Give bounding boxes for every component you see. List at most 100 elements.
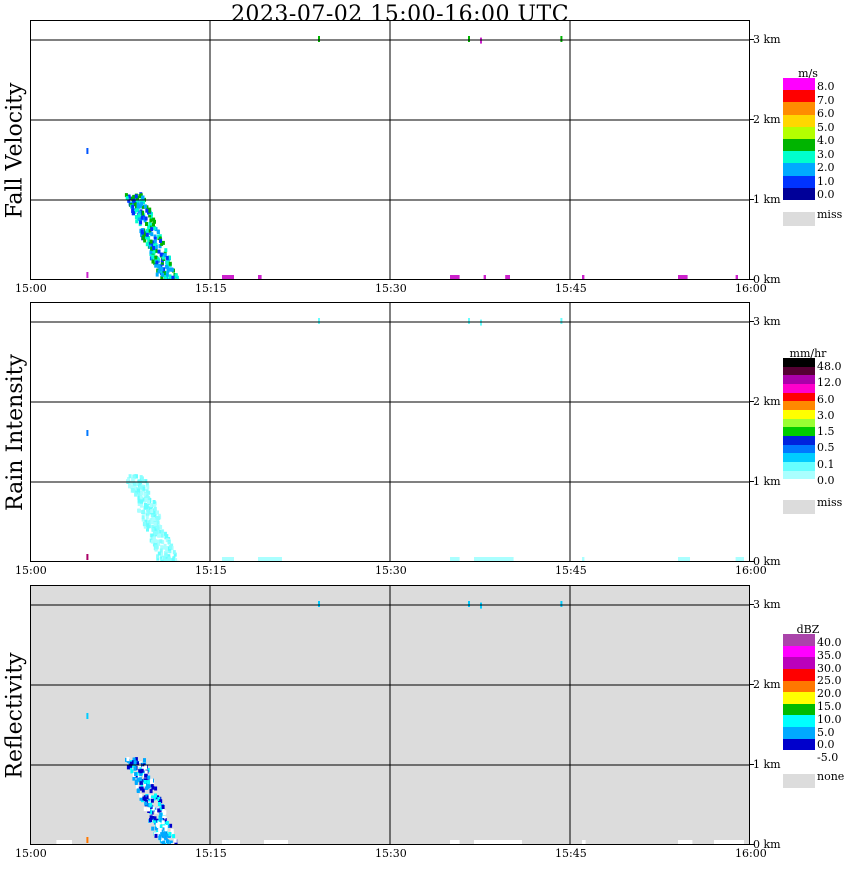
colorbar-label: 6.0: [817, 107, 835, 120]
echo-pixel: [153, 500, 156, 504]
echo-pixel: [147, 780, 150, 784]
colorbar-label: 12.0: [817, 376, 842, 389]
echo-pixel: [129, 474, 132, 478]
colorbar-missing-swatch: [783, 212, 815, 226]
colorbar-swatch: [783, 139, 815, 152]
echo-pixel: [140, 504, 143, 508]
colorbar-label: 7.0: [817, 94, 835, 107]
echo-pixel: [164, 248, 167, 252]
echo-pixel: [169, 274, 172, 278]
echo-pixel: [146, 523, 149, 527]
echo-pixel: [137, 489, 140, 493]
echo-dot: [480, 320, 482, 326]
colorbar-swatch: [783, 739, 815, 751]
echo-pixel: [144, 797, 147, 801]
echo-dot: [86, 713, 88, 719]
echo-pixel: [155, 545, 158, 549]
echo-pixel: [137, 203, 140, 207]
echo-pixel: [174, 839, 177, 843]
echo-pixel: [147, 807, 150, 811]
echo-pixel: [151, 799, 154, 803]
echo-pixel: [151, 827, 154, 831]
echo-pixel: [166, 821, 169, 825]
echo-pixel: [147, 491, 150, 495]
echo-pixel: [165, 547, 168, 551]
echo-pixel: [154, 794, 157, 798]
echo-dot: [86, 837, 88, 843]
echo-dot: [86, 272, 88, 278]
echo-dot: [480, 38, 482, 44]
plot-svg: [30, 585, 750, 845]
x-tick-label: 15:45: [555, 847, 587, 860]
echo-dot: [468, 36, 470, 42]
echo-pixel: [165, 827, 168, 831]
colorbar-label: 2.0: [817, 161, 835, 174]
y-tick-label: 1 km: [753, 475, 781, 488]
panel-title: Rain Intensity: [0, 302, 30, 562]
echo-pixel: [156, 516, 159, 520]
echo-pixel: [145, 498, 148, 502]
echo-pixel: [145, 505, 148, 509]
y-tick-label: 2 km: [753, 395, 781, 408]
colorbar-swatch: [783, 646, 815, 658]
colorbar-label: -5.0: [817, 751, 838, 764]
colorbar-label: 4.0: [817, 134, 835, 147]
echo-pixel: [154, 507, 157, 511]
echo-pixel: [127, 765, 130, 769]
colorbar-swatch: [783, 669, 815, 681]
echo-pixel: [145, 209, 148, 213]
colorbar-swatch: [783, 102, 815, 115]
echo-pixel: [143, 758, 146, 762]
echo-dot: [560, 318, 562, 324]
y-tick-label: 2 km: [753, 113, 781, 126]
colorbar-label: 3.0: [817, 409, 835, 422]
panel-title-text: Rain Intensity: [3, 354, 28, 511]
colorbar-label: 5.0: [817, 726, 835, 739]
echo-pixel: [146, 229, 149, 233]
x-tick-label: 15:45: [555, 564, 587, 577]
echo-pixel: [139, 220, 142, 224]
echo-pixel: [138, 509, 141, 513]
echo-pixel: [168, 832, 171, 836]
x-tick-label: 15:30: [375, 564, 407, 577]
echo-dot: [86, 430, 88, 436]
colorbar-label: 5.0: [817, 121, 835, 134]
echo-pixel: [172, 834, 175, 838]
echo-pixel: [168, 556, 171, 560]
echo-pixel: [154, 522, 157, 526]
x-tick-label: 15:15: [195, 282, 227, 295]
echo-pixel: [135, 194, 138, 198]
colorbar-swatch: [783, 176, 815, 189]
echo-pixel: [158, 802, 161, 806]
echo-pixel: [157, 808, 160, 812]
echo-pixel: [169, 545, 172, 549]
colorbar-label: 0.0: [817, 188, 835, 201]
echo-pixel: [134, 772, 137, 776]
colorbar-label: 1.5: [817, 425, 835, 438]
echo-pixel: [142, 515, 145, 519]
colorbar-label: 15.0: [817, 700, 842, 713]
echo-pixel: [169, 262, 172, 266]
echo-pixel: [140, 486, 143, 490]
echo-pixel: [162, 834, 165, 838]
echo-pixel: [144, 766, 147, 770]
colorbar-swatch: [783, 163, 815, 176]
colorbar-label: 0.1: [817, 458, 835, 471]
echo-pixel: [165, 265, 168, 269]
colorbar-swatch: [783, 657, 815, 669]
echo-pixel: [159, 828, 162, 832]
echo-pixel: [146, 516, 149, 520]
echo-pixel: [155, 834, 158, 838]
colorbar-label: 40.0: [817, 636, 842, 649]
echo-pixel: [160, 824, 163, 828]
echo-pixel: [142, 196, 145, 200]
echo-dot: [318, 601, 320, 607]
echo-pixel: [134, 767, 137, 771]
plot-area: [30, 585, 750, 845]
echo-pixel: [167, 840, 170, 844]
echo-pixel: [159, 239, 162, 243]
colorbar-label: 3.0: [817, 148, 835, 161]
colorbar-swatch: [783, 151, 815, 164]
